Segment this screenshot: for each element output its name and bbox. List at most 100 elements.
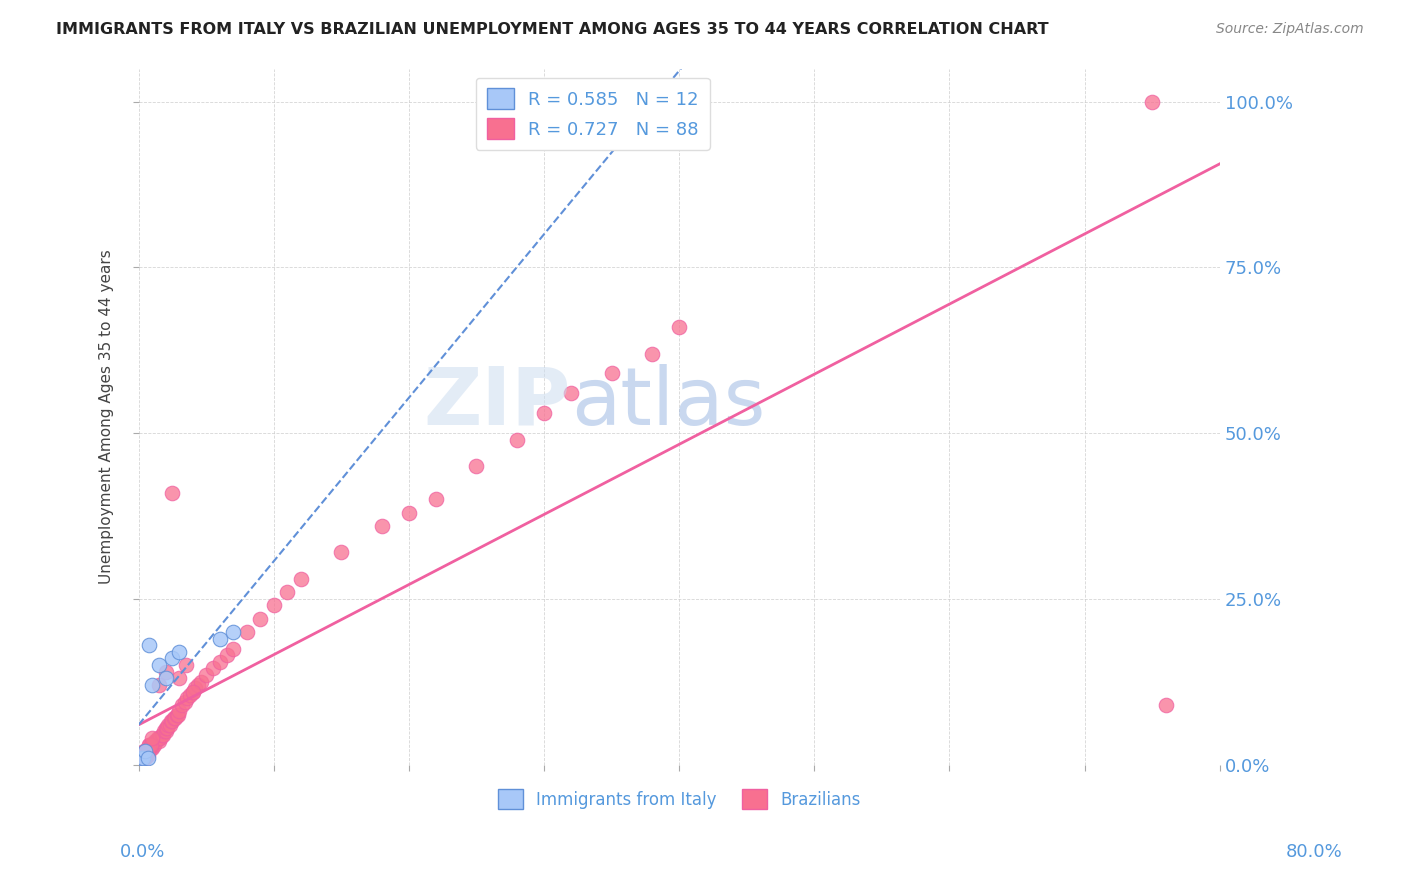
Point: [136, 744, 159, 758]
Point: [150, 728, 173, 742]
Point: [142, 738, 165, 752]
Point: [162, 714, 184, 729]
Point: [398, 506, 420, 520]
Point: [560, 386, 582, 401]
Point: [146, 731, 169, 745]
Point: [155, 665, 177, 679]
Point: [330, 545, 353, 559]
Point: [135, 744, 157, 758]
Point: [173, 694, 195, 708]
Point: [215, 648, 238, 662]
Point: [141, 731, 163, 745]
Point: [249, 612, 271, 626]
Point: [465, 459, 488, 474]
Point: [138, 740, 160, 755]
Point: [155, 724, 177, 739]
Point: [136, 747, 159, 762]
Point: [148, 658, 170, 673]
Point: [163, 711, 186, 725]
Point: [132, 751, 155, 765]
Point: [141, 740, 163, 755]
Point: [129, 751, 152, 765]
Point: [139, 740, 162, 755]
Point: [208, 632, 231, 646]
Point: [195, 668, 218, 682]
Point: [134, 744, 156, 758]
Point: [132, 744, 155, 758]
Point: [1140, 95, 1163, 109]
Point: [145, 734, 167, 748]
Y-axis label: Unemployment Among Ages 35 to 44 years: Unemployment Among Ages 35 to 44 years: [100, 249, 114, 584]
Point: [131, 751, 153, 765]
Point: [135, 747, 157, 762]
Text: 80.0%: 80.0%: [1286, 843, 1343, 861]
Point: [236, 624, 259, 639]
Point: [167, 645, 190, 659]
Point: [533, 406, 555, 420]
Point: [425, 492, 447, 507]
Point: [136, 751, 159, 765]
Point: [371, 519, 394, 533]
Text: 0.0%: 0.0%: [120, 843, 165, 861]
Point: [1154, 698, 1177, 712]
Point: [157, 717, 180, 731]
Point: [153, 724, 176, 739]
Point: [131, 751, 153, 765]
Point: [190, 674, 212, 689]
Point: [139, 738, 162, 752]
Text: atlas: atlas: [571, 364, 765, 442]
Point: [167, 705, 190, 719]
Point: [132, 751, 155, 765]
Point: [166, 707, 188, 722]
Point: [201, 661, 224, 675]
Point: [187, 678, 209, 692]
Point: [174, 658, 197, 673]
Point: [134, 744, 156, 758]
Point: [166, 707, 188, 722]
Point: [222, 641, 245, 656]
Point: [170, 698, 193, 712]
Point: [181, 684, 204, 698]
Point: [155, 721, 177, 735]
Point: [131, 747, 153, 762]
Point: [136, 744, 159, 758]
Point: [159, 717, 181, 731]
Point: [290, 572, 312, 586]
Point: [668, 320, 690, 334]
Point: [135, 744, 157, 758]
Point: [148, 731, 170, 745]
Point: [132, 751, 155, 765]
Point: [208, 655, 231, 669]
Point: [165, 711, 187, 725]
Text: Source: ZipAtlas.com: Source: ZipAtlas.com: [1216, 22, 1364, 37]
Point: [138, 738, 160, 752]
Point: [162, 651, 184, 665]
Point: [641, 346, 664, 360]
Point: [176, 691, 198, 706]
Point: [138, 638, 160, 652]
Point: [162, 485, 184, 500]
Point: [132, 747, 155, 762]
Point: [132, 751, 155, 765]
Point: [129, 751, 152, 765]
Point: [181, 684, 204, 698]
Point: [134, 747, 156, 762]
Point: [131, 751, 153, 765]
Point: [222, 624, 245, 639]
Text: ZIP: ZIP: [423, 364, 571, 442]
Point: [134, 751, 156, 765]
Point: [143, 734, 166, 748]
Point: [263, 599, 285, 613]
Point: [132, 751, 155, 765]
Point: [600, 367, 623, 381]
Point: [184, 681, 207, 696]
Point: [141, 678, 163, 692]
Point: [149, 731, 172, 745]
Point: [179, 688, 201, 702]
Legend: Immigrants from Italy, Brazilians: Immigrants from Italy, Brazilians: [491, 783, 868, 815]
Point: [276, 585, 298, 599]
Point: [156, 721, 179, 735]
Point: [138, 738, 160, 752]
Point: [167, 671, 190, 685]
Point: [160, 714, 183, 729]
